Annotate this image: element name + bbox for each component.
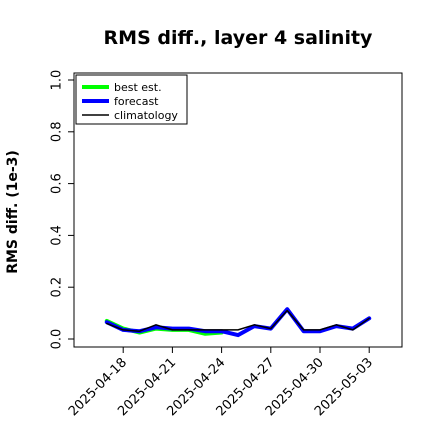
series-line: [106, 309, 370, 332]
y-axis-label: RMS diff. (1e-3): [5, 150, 21, 274]
y-tick-label: 0.4: [50, 225, 65, 246]
chart-title: RMS diff., layer 4 salinity: [104, 27, 374, 49]
y-tick-label: 0.2: [50, 277, 65, 298]
series-lines: [104, 307, 372, 338]
series-line: [104, 307, 372, 338]
legend-label: best est.: [114, 81, 162, 94]
y-tick-label: 0.8: [50, 121, 65, 142]
x-axis: 2025-04-182025-04-212025-04-242025-04-27…: [66, 347, 376, 419]
y-tick-label: 0.0: [50, 329, 65, 350]
y-tick-label: 0.6: [50, 173, 65, 194]
legend-label: climatology: [114, 109, 178, 122]
y-tick-label: 1.0: [50, 70, 65, 91]
legend-label: forecast: [114, 95, 159, 108]
y-axis: 0.0 0.2 0.4 0.6 0.8 1.0: [50, 70, 74, 350]
plot-frame: [73, 72, 403, 348]
